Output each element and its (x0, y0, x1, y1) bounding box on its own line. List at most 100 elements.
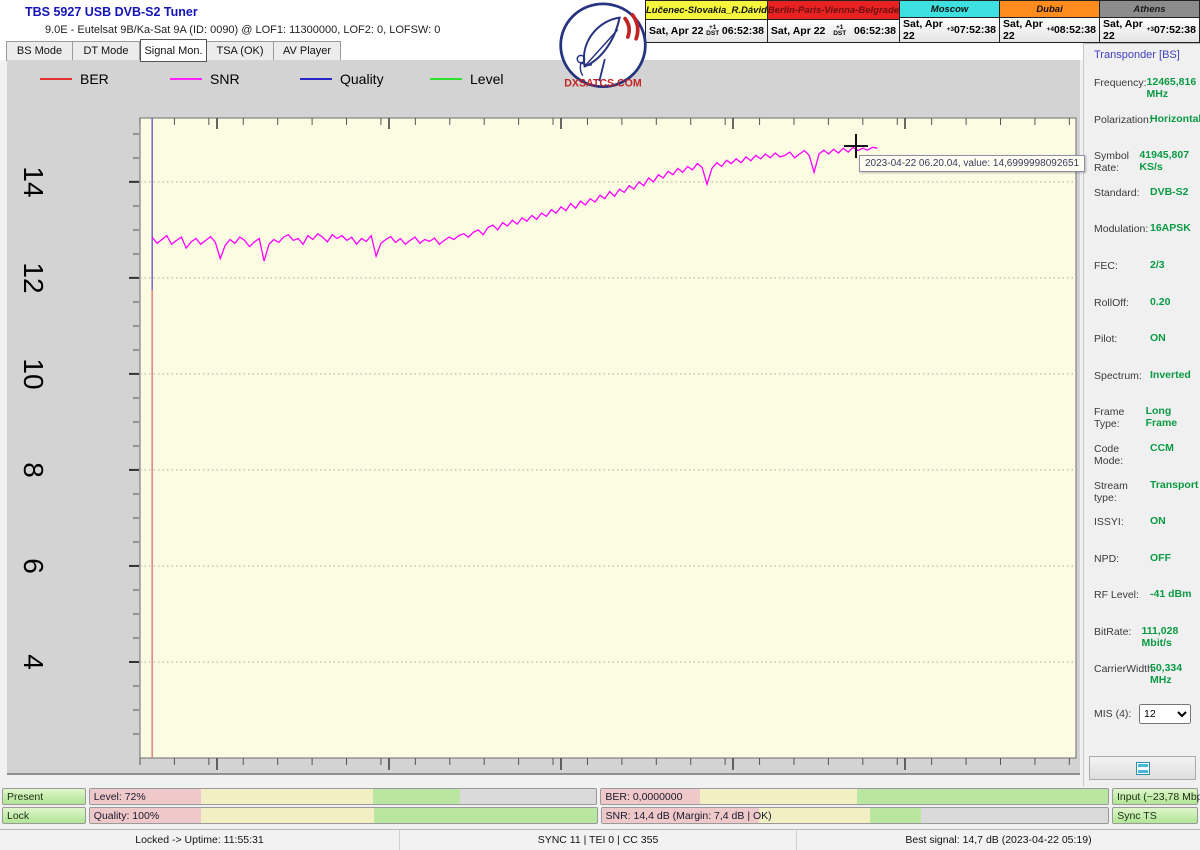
offset-bottom: DST (706, 30, 720, 37)
chart-tooltip: 2023-04-22 06.20.04, value: 14,699999809… (859, 155, 1086, 172)
world-clock-panel: Lučenec-Slovakia_R.Dávid Sat, Apr 22 +1 DST… (645, 0, 1200, 43)
transponder-row-value: 41945,807 KS/s (1139, 149, 1190, 174)
tab-bar: BS Mode DT Mode Signal Mon. TSA (OK) AV Play… (6, 39, 341, 62)
ber-bar: BER: 0,0000000 (600, 788, 1109, 805)
legend-item-quality: Quality (300, 71, 430, 87)
mis-row: MIS (4): 12 (1094, 704, 1194, 724)
quality-bar: Quality: 100% (88, 807, 598, 824)
bar-segment (89, 789, 202, 804)
y-axis-tick-label: 10 (18, 358, 49, 390)
offset-top: +4 (1046, 26, 1054, 33)
bar-segment (601, 789, 701, 804)
clock-city: Moscow (900, 1, 1000, 18)
clock-utc-offset: +1 DST (833, 24, 847, 37)
y-axis-tick-label: 8 (18, 462, 49, 478)
transponder-row-value: 16APSK (1150, 222, 1191, 235)
clock-city: Berlin-Paris-Vienna-Belgrade (767, 1, 900, 20)
mis-select[interactable]: 12 (1139, 704, 1191, 724)
clock-time: 06:52:38 (721, 25, 764, 37)
clock-city: Dubai (1000, 1, 1099, 18)
transponder-panel: Transponder [BS] Frequency: 12465,816 MHz… (1083, 43, 1200, 786)
app-subtitle: 9.0E - Eutelsat 9B/Ka-Sat 9A (ID: 0090) … (45, 24, 441, 36)
transponder-row-label: Modulation: (1094, 223, 1149, 236)
transponder-row-value: Transport (1150, 478, 1199, 491)
status-bar-row-1: Present Level: 72% BER: 0,0000000 Input … (2, 788, 1200, 805)
input-badge: Input (~23,78 Mbps) (1112, 788, 1200, 805)
snr-bar: SNR: 14,4 dB (Margin: 7,4 dB | OK) (600, 807, 1110, 824)
bar-label: BER: 0,0000000 (605, 790, 683, 803)
clock-utc-offset: +1 DST (706, 24, 720, 37)
transponder-row-label: Standard: (1094, 186, 1140, 199)
clock-date: Sat, Apr 22 (1003, 18, 1043, 42)
clock-time-row: Sat, Apr 22 +3 07:52:38 (1100, 18, 1199, 42)
crosshair-icon (844, 145, 868, 147)
clock-utc-offset: +4 (1046, 26, 1054, 33)
clock-utc-offset: +3 (1146, 26, 1154, 33)
transponder-row-label: RF Level: (1094, 589, 1139, 602)
tab-av-player[interactable]: AV Player (274, 41, 341, 61)
clock-time-row: Sat, Apr 22 +3 07:52:38 (900, 18, 1000, 42)
transponder-list-button[interactable] (1089, 756, 1196, 780)
clock-date: Sat, Apr 22 (903, 18, 943, 42)
legend-item-ber: BER (40, 71, 170, 87)
transponder-rows: Frequency: 12465,816 MHz Polarization: Hori… (1084, 76, 1200, 698)
clock-date: Sat, Apr 22 (770, 25, 826, 37)
y-axis-tick-label: 6 (18, 558, 49, 574)
transponder-row-value: OFF (1150, 551, 1171, 564)
transponder-row-label: Frequency: (1094, 77, 1147, 89)
transponder-row: Symbol Rate: 41945,807 KS/s (1084, 149, 1200, 186)
transponder-row: Pilot: ON (1084, 332, 1200, 369)
clock-time-row: Sat, Apr 22 +4 08:52:38 (1000, 18, 1099, 42)
clock-time-row: Sat, Apr 22 +1 DST 06:52:38 (646, 20, 767, 42)
transponder-row: Frame Type: Long Frame (1084, 405, 1200, 442)
offset-top: +3 (946, 26, 954, 33)
level-bar: Level: 72% (88, 788, 598, 805)
clock-dubai: Dubai Sat, Apr 22 +4 08:52:38 (1000, 0, 1100, 43)
transponder-row-label: Code Mode: (1094, 442, 1124, 467)
transponder-row-label: Pilot: (1094, 333, 1118, 346)
tab-dt-mode[interactable]: DT Mode (73, 41, 140, 61)
chart-legend: BER SNR Quality Level (40, 71, 560, 87)
sync-ts-badge: Sync TS (1112, 807, 1198, 824)
tab-tsa-ok-[interactable]: TSA (OK) (207, 41, 274, 61)
lock-badge: Lock (2, 807, 86, 824)
transponder-row: Frequency: 12465,816 MHz (1084, 76, 1200, 113)
transponder-row: BitRate: 111,028 Mbit/s (1084, 625, 1200, 662)
offset-bottom: DST (833, 30, 847, 37)
transponder-row-value: Inverted (1150, 368, 1191, 381)
offset-top: +3 (1146, 26, 1154, 33)
dxsatcs-logo: DXSATCS.COM (556, 2, 650, 94)
legend-line-swatch (40, 78, 72, 80)
transponder-row-label: Stream type: (1094, 479, 1128, 504)
clock-time: 07:52:38 (1153, 24, 1196, 36)
clock-date: Sat, Apr 22 (1103, 18, 1143, 42)
transponder-row: CarrierWidth: 50,334 MHz (1084, 662, 1200, 699)
transponder-row-value: CCM (1150, 441, 1174, 454)
transponder-row-value: Long Frame (1145, 405, 1178, 430)
sync-status: SYNC 11 | TEI 0 | CC 355 (400, 830, 797, 850)
legend-label: BER (80, 71, 109, 87)
legend-item-snr: SNR (170, 71, 300, 87)
tab-signal-mon-[interactable]: Signal Mon. (140, 39, 207, 62)
signal-chart[interactable] (120, 110, 1080, 774)
bar-segment (601, 808, 759, 823)
clock-athens: Athens Sat, Apr 22 +3 07:52:38 (1100, 0, 1200, 43)
signal-monitor-panel: BER SNR Quality Level 4 6 8 10 12 14 2023-04-22 … (7, 60, 1086, 775)
legend-label: Quality (340, 71, 384, 87)
app-title: TBS 5927 USB DVB-S2 Tuner (25, 5, 198, 19)
transponder-row: RollOff: 0.20 (1084, 296, 1200, 333)
transponder-row: RF Level: -41 dBm (1084, 588, 1200, 625)
transponder-row-value: DVB-S2 (1150, 185, 1189, 198)
transponder-row-value: ON (1150, 332, 1166, 345)
offset-top: +1 (835, 24, 844, 31)
transponder-row: Standard: DVB-S2 (1084, 186, 1200, 223)
clock-city: Lučenec-Slovakia_R.Dávid (646, 1, 767, 20)
clock-lu-enec-slovakia-r-d-vid: Lučenec-Slovakia_R.Dávid Sat, Apr 22 +1 DST… (645, 0, 768, 43)
transponder-row-label: Symbol Rate: (1094, 150, 1130, 175)
mis-label: MIS (4): (1094, 708, 1132, 720)
transponder-row-value: -41 dBm (1150, 588, 1192, 601)
clock-time-row: Sat, Apr 22 +1 DST 06:52:38 (767, 20, 900, 42)
tab-bs-mode[interactable]: BS Mode (6, 41, 73, 61)
uptime-status: Locked -> Uptime: 11:55:31 (0, 830, 400, 850)
clock-time: 07:52:38 (953, 24, 997, 36)
